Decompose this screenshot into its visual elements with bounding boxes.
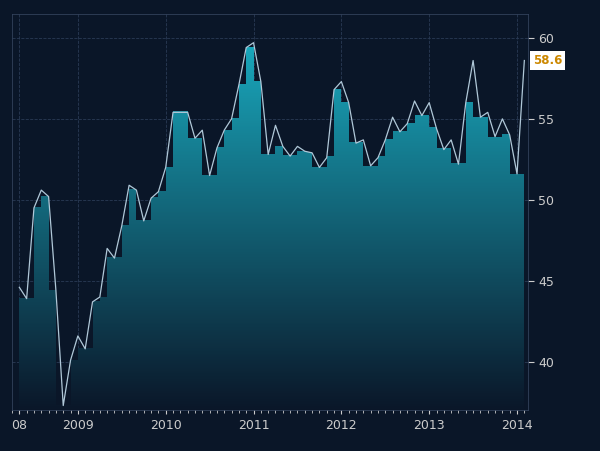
Text: 58.6: 58.6 (533, 54, 563, 67)
